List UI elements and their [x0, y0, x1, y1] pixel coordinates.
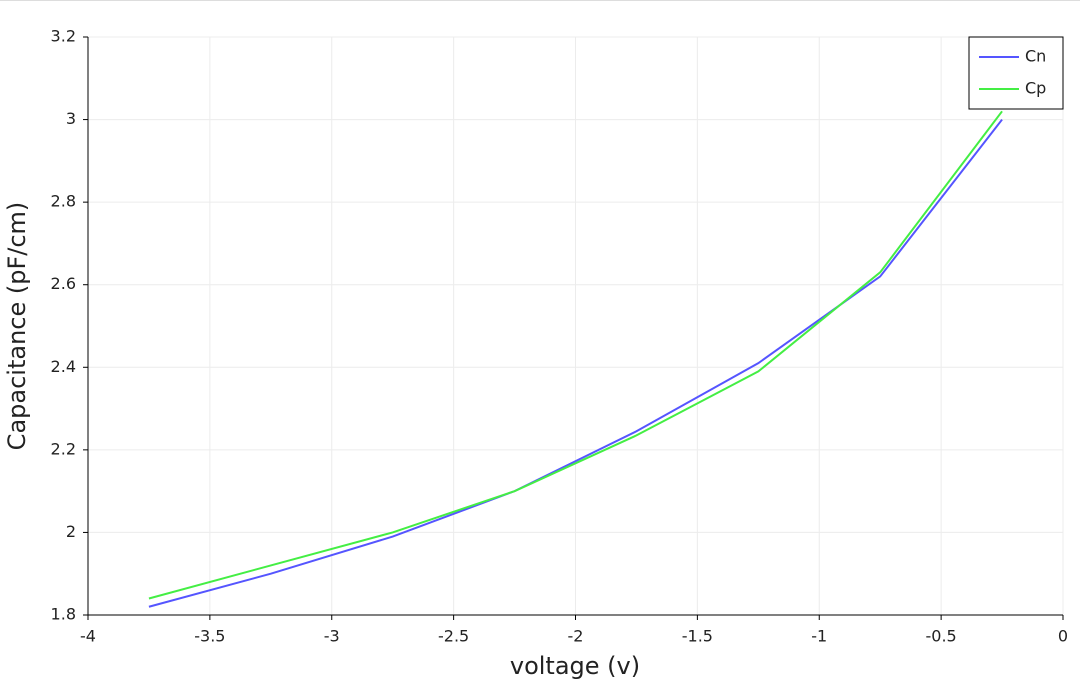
- x-tick-label: -3: [324, 627, 340, 646]
- legend-box: [968, 36, 1064, 110]
- x-axis-label: voltage (v): [510, 652, 640, 680]
- x-tick-label: -0.5: [926, 627, 957, 646]
- legend-label: Cp: [1025, 79, 1046, 98]
- series-line: [148, 110, 1003, 600]
- legend-label: Cn: [1025, 47, 1046, 66]
- y-tick-label: 3.2: [51, 27, 76, 46]
- x-tick-label: -2: [568, 627, 584, 646]
- y-tick-label: 3: [66, 109, 76, 128]
- y-axis-label: Capacitance (pF/cm): [3, 202, 31, 451]
- y-tick-label: 2.6: [51, 274, 76, 293]
- legend: Cn Cp: [968, 36, 1064, 110]
- y-tick-label: 2.4: [51, 357, 76, 376]
- x-tick-label: -3.5: [194, 627, 225, 646]
- x-tick-label: -4: [80, 627, 96, 646]
- y-tick-label: 2: [66, 522, 76, 541]
- x-tick-label: -2.5: [438, 627, 469, 646]
- y-tick-label: 1.8: [51, 605, 76, 624]
- x-tick-label: -1: [811, 627, 827, 646]
- x-tick-label: -1.5: [682, 627, 713, 646]
- x-tick-label: 0: [1058, 627, 1068, 646]
- series-line: [148, 118, 1003, 608]
- y-tick-label: 2.2: [51, 439, 76, 458]
- y-tick-label: 2.8: [51, 192, 76, 211]
